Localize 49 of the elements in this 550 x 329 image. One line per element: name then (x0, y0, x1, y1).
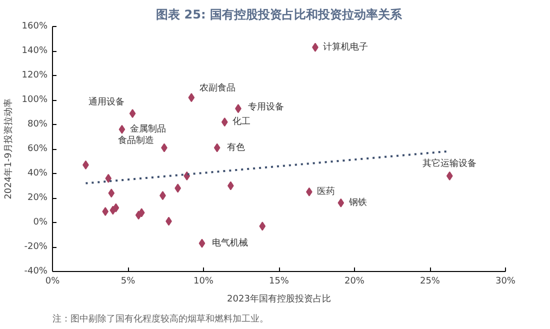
x-tick-label: 20% (344, 276, 365, 286)
annotation: 钢铁 (348, 196, 367, 208)
annotation: 通用设备 (88, 96, 125, 108)
y-axis-title: 2024年1-9月投资拉动率 (2, 98, 14, 200)
x-tick-label: 0% (45, 276, 60, 286)
annotation: 金属制品 (130, 123, 166, 134)
y-tick-label: 20% (27, 193, 48, 203)
x-axis-title: 2023年国有控股投资占比 (227, 294, 331, 304)
text: 注：图中剔除了国有化程度较高的烟草和燃料加工业。 (52, 314, 268, 324)
annotation: 化工 (232, 116, 251, 128)
y-tick-label: 40% (27, 168, 48, 178)
x-tick-label: 5% (120, 276, 136, 286)
point (105, 174, 112, 183)
annotation: 医药 (317, 186, 336, 197)
annotation: 专用设备 (248, 102, 284, 113)
x-tick-label: 30% (496, 276, 516, 286)
y-tick-label: -40% (24, 266, 48, 276)
chart-title: 图表 25: 国有控股投资占比和投资拉动率关系 (156, 8, 403, 22)
point (102, 206, 109, 216)
point (221, 118, 228, 127)
point (112, 203, 120, 212)
y-tick-label: 160% (22, 22, 48, 32)
point (446, 171, 453, 180)
point (338, 198, 344, 208)
annotation: 食品制造 (118, 134, 154, 146)
point (138, 208, 145, 218)
y-tick-label: 140% (22, 46, 48, 56)
x-tick-label: 10% (194, 276, 214, 286)
annotation: 计算机电子 (323, 41, 368, 52)
point (198, 238, 206, 248)
y-tick-label: 60% (27, 144, 48, 154)
point (184, 171, 190, 180)
y-tick-label: 80% (27, 120, 48, 130)
y-tick-label: 100% (22, 95, 48, 105)
point (129, 108, 136, 118)
y-tick-label: 0% (33, 218, 48, 228)
point (108, 188, 115, 198)
point (214, 143, 220, 152)
point (118, 124, 126, 134)
annotation: 其它运输设备 (422, 158, 477, 169)
point (259, 222, 266, 231)
x-tick-label: 15% (269, 276, 290, 286)
y-tick-label: 120% (22, 70, 48, 80)
annotation: 农副食品 (199, 82, 236, 94)
annotation: 电气机械 (212, 237, 248, 248)
annotation: 有色 (227, 142, 246, 153)
y-tick-label: -20% (24, 242, 48, 252)
point (188, 93, 195, 102)
x-tick-label: 25% (420, 276, 440, 286)
